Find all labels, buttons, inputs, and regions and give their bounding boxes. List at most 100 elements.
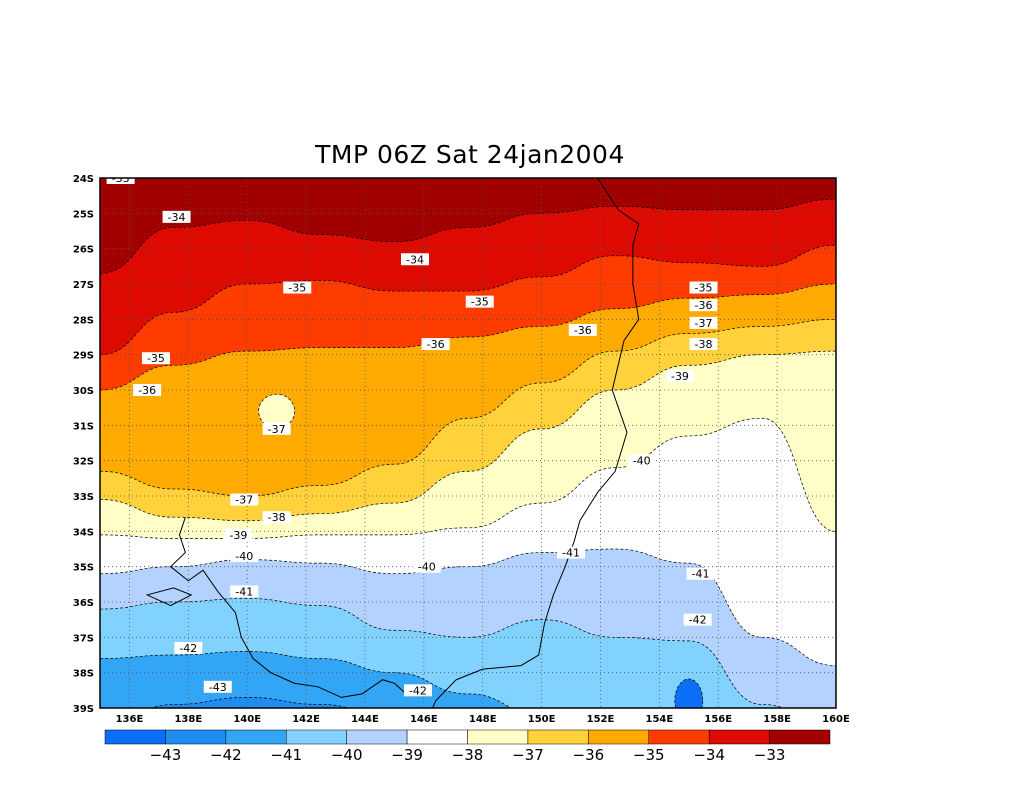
- y-tick-label: 34S: [73, 527, 94, 538]
- plot-frame: [99, 177, 837, 709]
- y-tick-label: 26S: [73, 245, 94, 256]
- x-tick-label: 148E: [469, 714, 497, 725]
- contour-label: -41: [562, 547, 580, 560]
- colorbar-swatch: [346, 729, 408, 745]
- contour-label-bg: [465, 295, 494, 308]
- colorbar-swatch: [588, 729, 649, 745]
- y-tick-label: 38S: [73, 669, 94, 680]
- temperature-band: [674, 678, 704, 708]
- colorbar-label: −41: [270, 746, 302, 764]
- coastline: [145, 587, 193, 607]
- colorbar-swatch: [406, 729, 468, 745]
- contour-label-bg: [174, 641, 203, 654]
- contour-line: [100, 598, 784, 708]
- x-tick-label: 140E: [233, 714, 261, 725]
- y-tick-label: 29S: [73, 351, 94, 362]
- contour-label-bg: [401, 253, 430, 266]
- x-tick-label: 154E: [646, 714, 674, 725]
- y-tick-label: 31S: [73, 421, 94, 432]
- contour-label-bg: [403, 684, 432, 697]
- contour-label-bg: [141, 352, 170, 365]
- contour-label-bg: [230, 550, 259, 563]
- contour-label: -35: [147, 352, 165, 365]
- y-tick-label: 33S: [73, 492, 94, 503]
- contour-label-bg: [689, 281, 718, 294]
- colorbar-swatch: [104, 729, 166, 745]
- contour-label-bg: [568, 323, 597, 336]
- contour-label: -34: [406, 253, 424, 266]
- colorbar-swatch: [286, 729, 347, 745]
- colorbar-label: −43: [150, 746, 182, 764]
- contour-label-bg: [627, 454, 656, 467]
- contour-label: -40: [235, 550, 253, 563]
- contour-label-bg: [421, 338, 450, 351]
- contour-label-bg: [689, 338, 718, 351]
- x-tick-label: 158E: [763, 714, 791, 725]
- contour-label: -41: [235, 585, 253, 598]
- x-tick-label: 138E: [174, 714, 202, 725]
- colorbar-swatch: [708, 729, 770, 745]
- contour-line: [100, 283, 836, 391]
- contour-label-bg: [683, 613, 712, 626]
- colorbar-swatch: [527, 729, 589, 745]
- colorbar-swatch: [769, 729, 831, 745]
- contour-label-bg: [162, 210, 191, 223]
- contour-label-bg: [230, 585, 259, 598]
- contour-label-bg: [557, 546, 586, 559]
- contour-label: -38: [268, 511, 286, 524]
- contour-label: -35: [695, 282, 713, 295]
- colorbar-swatch: [225, 729, 287, 745]
- x-tick-label: 136E: [116, 714, 144, 725]
- contour-label: -42: [409, 684, 427, 697]
- contour-label-bg: [262, 511, 291, 524]
- contour-label: -37: [235, 494, 253, 507]
- coastline: [169, 517, 416, 698]
- contour-label: -40: [418, 561, 436, 574]
- contour-label: -35: [471, 296, 489, 309]
- colorbar-label: −38: [452, 746, 484, 764]
- x-tick-label: 146E: [410, 714, 438, 725]
- contour-label-bg: [686, 567, 715, 580]
- colorbar-label: −37: [512, 746, 544, 764]
- y-tick-label: 39S: [73, 704, 94, 715]
- contour-label-bg: [412, 560, 441, 573]
- x-tick-label: 144E: [351, 714, 379, 725]
- colorbar-label: −39: [391, 746, 423, 764]
- y-tick-label: 36S: [73, 598, 94, 609]
- colorbar-label: −33: [754, 746, 786, 764]
- contour-label-bg: [689, 316, 718, 329]
- contour-label: -40: [633, 455, 651, 468]
- coastline: [432, 178, 640, 708]
- x-tick-label: 150E: [528, 714, 556, 725]
- contour-label: -43: [209, 681, 227, 694]
- x-tick-label: 152E: [587, 714, 615, 725]
- contour-label-bg: [665, 369, 694, 382]
- contour-label-bg: [224, 528, 253, 541]
- y-tick-label: 24S: [73, 174, 94, 185]
- y-tick-label: 27S: [73, 280, 94, 291]
- y-tick-label: 35S: [73, 563, 94, 574]
- colorbar-swatch: [648, 729, 710, 745]
- contour-line: [100, 651, 513, 708]
- contour-label: -42: [179, 642, 197, 655]
- contour-label: -36: [574, 324, 592, 337]
- contour-label-bg: [283, 281, 312, 294]
- contour-label-bg: [689, 299, 718, 312]
- contour-label: -36: [695, 299, 713, 312]
- contour-label-bg: [262, 422, 291, 435]
- colorbar-swatch: [165, 729, 227, 745]
- temperature-band: [152, 697, 348, 708]
- contour-line: [100, 350, 836, 522]
- x-tick-label: 156E: [704, 714, 732, 725]
- contour-label: -37: [695, 317, 713, 330]
- contour-label: -38: [695, 338, 713, 351]
- contour-label: -39: [229, 529, 247, 542]
- temperature-band: [314, 178, 454, 213]
- contour-label: -42: [689, 614, 707, 627]
- contour-label-bg: [203, 680, 232, 693]
- contour-line: [100, 244, 836, 356]
- y-tick-label: 32S: [73, 457, 94, 468]
- contour-label-bg: [133, 384, 162, 396]
- chart-title: TMP 06Z Sat 24jan2004: [315, 140, 625, 169]
- colorbar-label: −36: [573, 746, 605, 764]
